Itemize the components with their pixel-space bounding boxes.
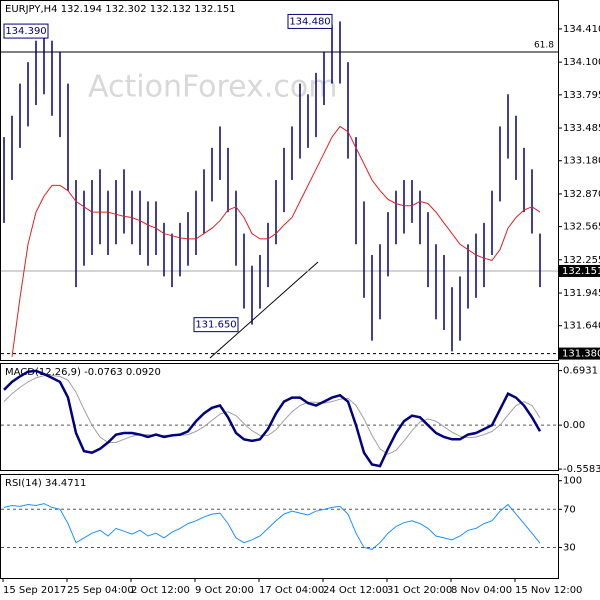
trend-line (209, 261, 319, 359)
y-tick-label: 132.870 (563, 189, 600, 200)
x-tick-label: 31 Oct 20:00 (387, 585, 452, 596)
pane-title: RSI(14) 34.4711 (5, 478, 86, 489)
last-price-box (559, 264, 600, 277)
annotation-box (3, 23, 49, 39)
pane-title: MACD(12,26,9) -0.0763 0.0920 (5, 367, 161, 378)
series-line (3, 375, 541, 455)
y-tick-label: 133.180 (563, 156, 600, 167)
fib-label: 61.8 (534, 40, 554, 50)
y-tick-label: 132.565 (563, 222, 600, 233)
y-tick-label: 70 (563, 504, 576, 515)
y-tick-label: 132.255 (563, 255, 600, 266)
y-tick-label: -0.5583 (563, 464, 600, 475)
x-tick-label: 24 Oct 12:00 (323, 585, 388, 596)
series-line (3, 503, 541, 550)
annotation-label: 131.650 (195, 320, 236, 331)
pane-frame (0, 363, 559, 471)
support-box (559, 347, 600, 360)
y-tick-label: 0.00 (563, 420, 585, 431)
last-price-label: 132.151 (562, 266, 600, 277)
y-tick-label: 134.100 (563, 57, 600, 68)
x-tick-label: 2 Oct 12:00 (131, 585, 190, 596)
moving-average (11, 125, 541, 357)
annotation-box (287, 13, 333, 29)
y-tick-label: 133.795 (563, 90, 600, 101)
x-tick-label: 17 Oct 04:00 (259, 585, 324, 596)
x-tick-label: 15 Nov 12:00 (515, 585, 582, 596)
y-tick-label: 134.410 (563, 24, 600, 35)
y-tick-label: 30 (563, 542, 576, 553)
watermark: ActionForex.com (88, 70, 337, 105)
series-line (3, 369, 542, 468)
y-tick-label: 131.640 (563, 321, 600, 332)
y-tick-label: 100 (563, 476, 582, 487)
x-tick-label: 8 Nov 04:00 (451, 585, 512, 596)
x-tick-label: 15 Sep 2017 (3, 585, 66, 596)
y-tick-label: 133.485 (563, 123, 600, 134)
x-tick-label: 25 Sep 04:00 (67, 585, 134, 596)
annotation-label: 134.390 (5, 26, 46, 37)
pane-title: EURJPY,H4 132.194 132.302 132.132 132.15… (5, 4, 236, 15)
pane-frame (0, 474, 559, 579)
annotation-label: 134.480 (289, 16, 330, 27)
y-tick-label: 131.945 (563, 288, 600, 299)
x-tick-label: 9 Oct 20:00 (195, 585, 254, 596)
y-tick-label: 0.6931 (563, 366, 598, 377)
annotation-box (193, 317, 239, 333)
support-label: 131.380 (562, 349, 600, 360)
pane-frame (0, 0, 559, 361)
